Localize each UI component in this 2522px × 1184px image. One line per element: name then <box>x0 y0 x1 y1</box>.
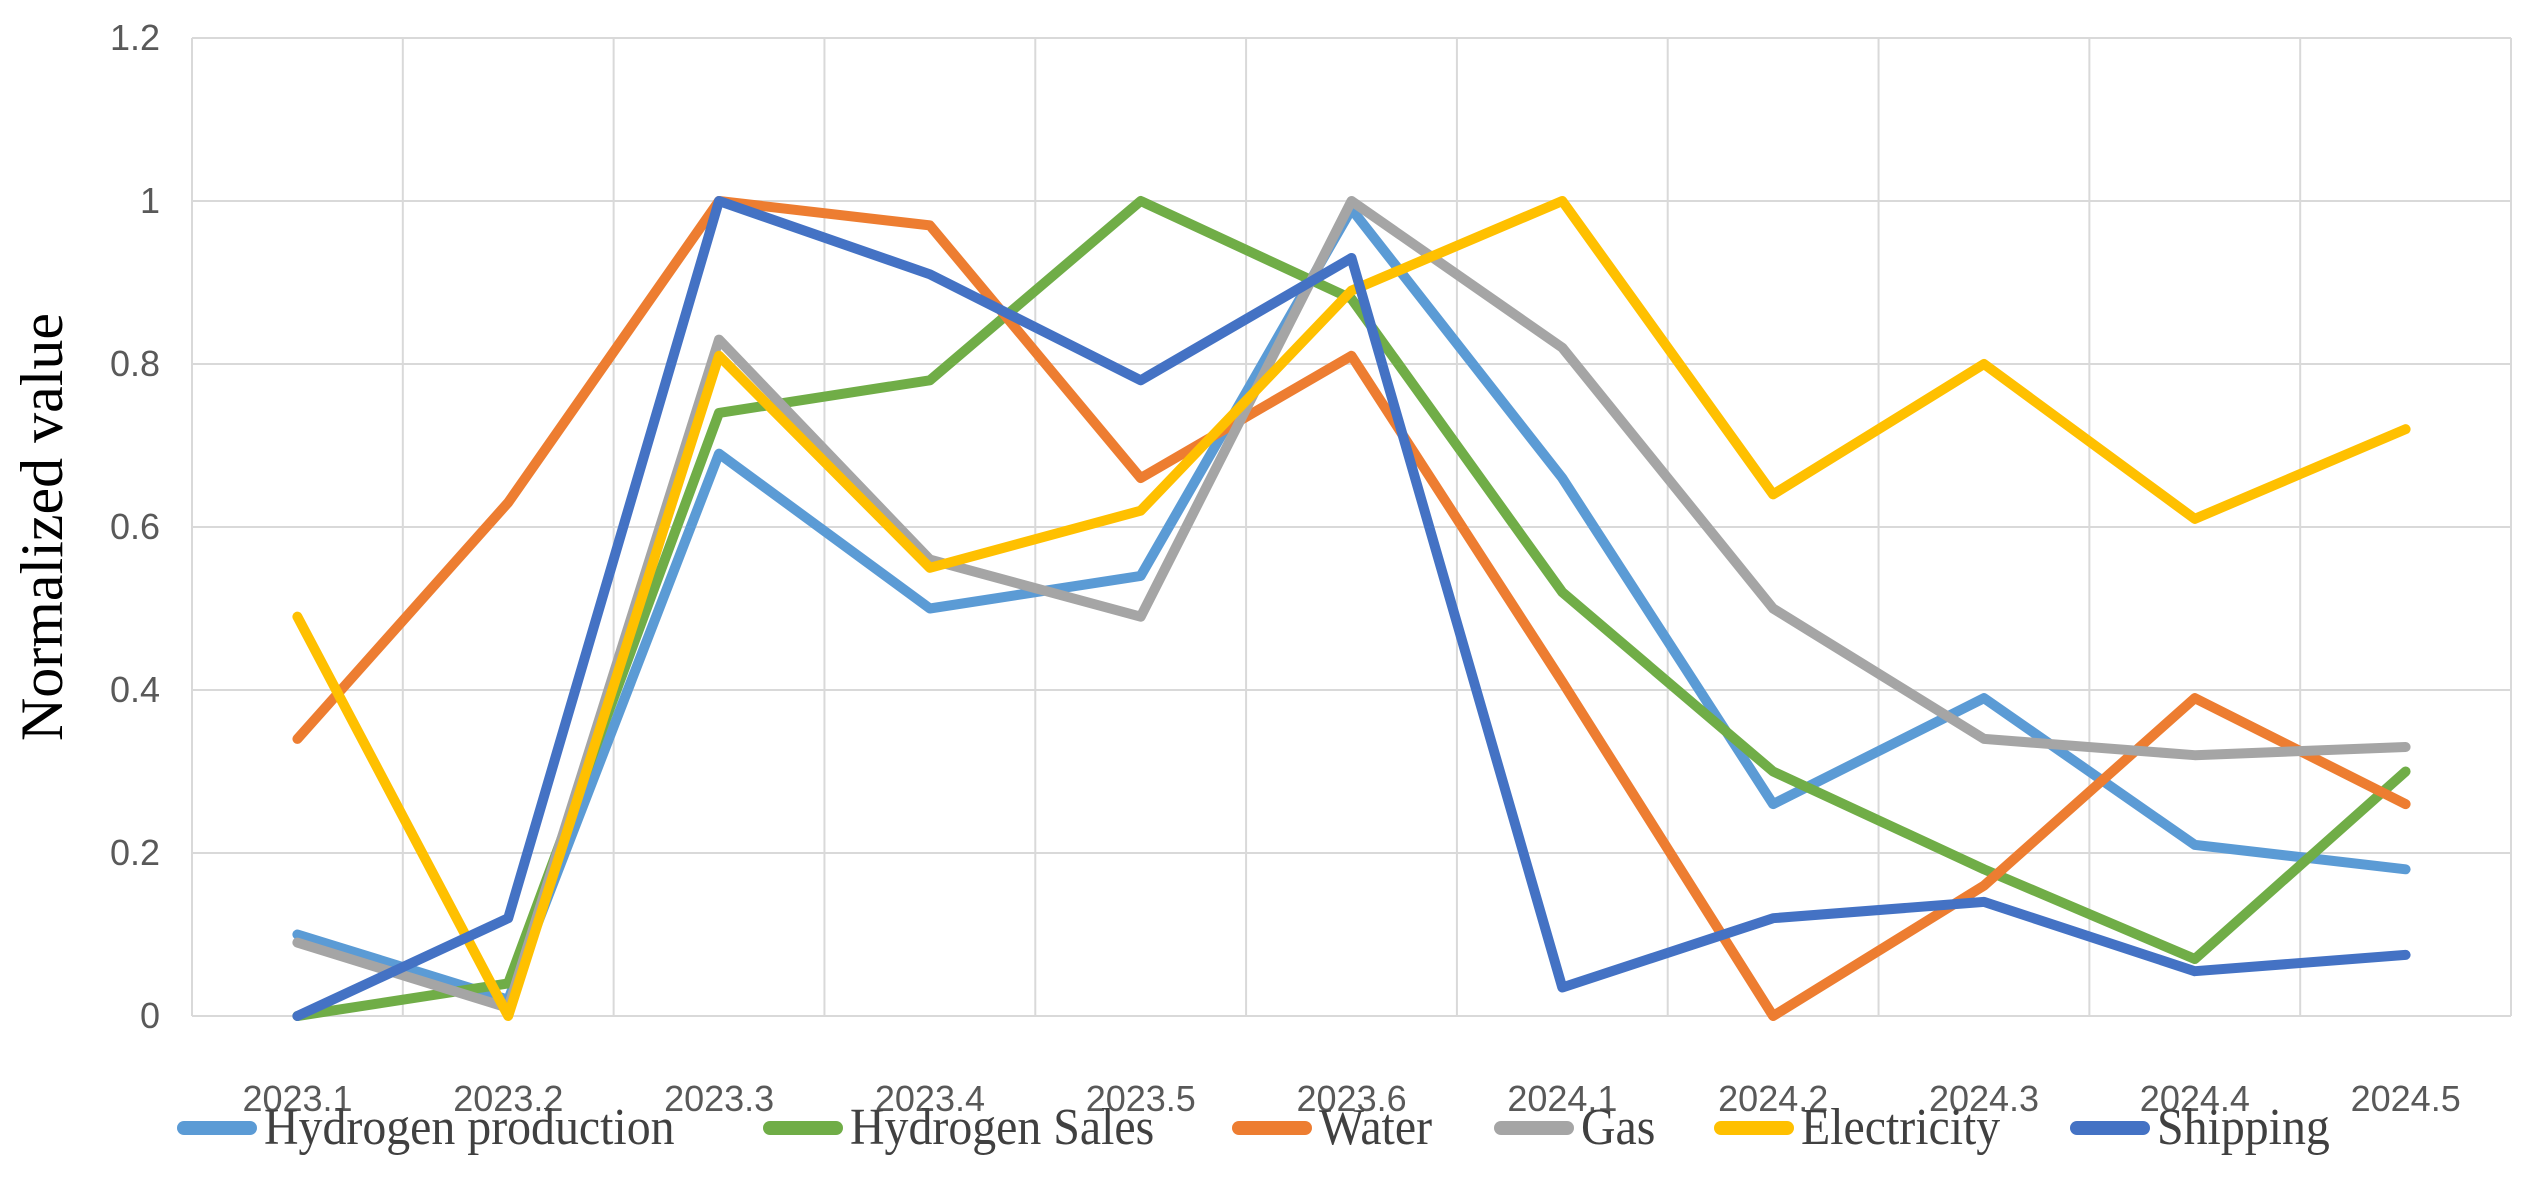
y-tick-label: 1.2 <box>109 17 160 58</box>
legend-item-gas: Gas <box>1494 1102 1662 1154</box>
x-tick-label: 2023.2 <box>453 1078 564 1119</box>
legend-item-hydrogen-production: Hydrogen production <box>177 1102 710 1154</box>
legend-label: Electricity <box>1801 1099 2001 1156</box>
x-tick-label: 2024.2 <box>1718 1078 1829 1119</box>
legend-item-hydrogen-sales: Hydrogen Sales <box>762 1099 1181 1156</box>
series-line-water <box>292 196 2411 1021</box>
x-tick-label: 2024.5 <box>2350 1078 2461 1119</box>
x-tick-label: 2023.3 <box>664 1078 775 1119</box>
series-line-hydrogen-sales <box>292 196 2411 1021</box>
x-tick-label: 2023.6 <box>1296 1078 1407 1119</box>
legend-label: Shipping <box>2156 1099 2330 1156</box>
y-tick-label: 0.8 <box>109 343 160 384</box>
x-tick-label: 2023.5 <box>1085 1078 1196 1119</box>
x-tick-label: 2023.1 <box>242 1078 353 1119</box>
legend-marker-gas <box>1494 1121 1575 1135</box>
x-tick-label: 2024.4 <box>2139 1078 2250 1119</box>
series-lines <box>292 196 2411 1021</box>
legend-item-electricity: Electricity <box>1714 1102 2018 1154</box>
series-line-shipping <box>292 196 2411 1021</box>
legend: Hydrogen production Hydrogen Sales Water Ga… <box>0 1102 2522 1154</box>
x-tick-label: 2024.3 <box>1928 1078 2040 1119</box>
x-tick-label: 2023.4 <box>874 1078 985 1119</box>
x-tick-label: 2024.1 <box>1507 1078 1618 1119</box>
legend-label: Water <box>1319 1099 1433 1156</box>
y-tick-label: 0.2 <box>109 832 160 873</box>
y-axis-title: Normalized value <box>9 313 75 741</box>
legend-marker-hydrogen-sales <box>762 1121 843 1135</box>
legend-marker-hydrogen-production <box>177 1121 258 1135</box>
y-tick-label: 0 <box>139 995 160 1036</box>
y-tick-label: 0.6 <box>109 506 160 547</box>
legend-marker-water <box>1232 1121 1313 1135</box>
legend-marker-shipping <box>2069 1121 2150 1135</box>
y-tick-label: 0.4 <box>109 669 160 710</box>
legend-label: Hydrogen production <box>264 1099 676 1156</box>
legend-label: Hydrogen Sales <box>849 1099 1154 1156</box>
legend-label: Gas <box>1581 1099 1656 1156</box>
legend-marker-electricity <box>1714 1121 1795 1135</box>
gridlines <box>191 37 2512 1017</box>
legend-item-water: Water <box>1232 1102 1442 1154</box>
legend-item-shipping: Shipping <box>2069 1099 2345 1156</box>
y-tick-label: 1 <box>139 180 160 221</box>
series-line-electricity <box>292 196 2411 1021</box>
